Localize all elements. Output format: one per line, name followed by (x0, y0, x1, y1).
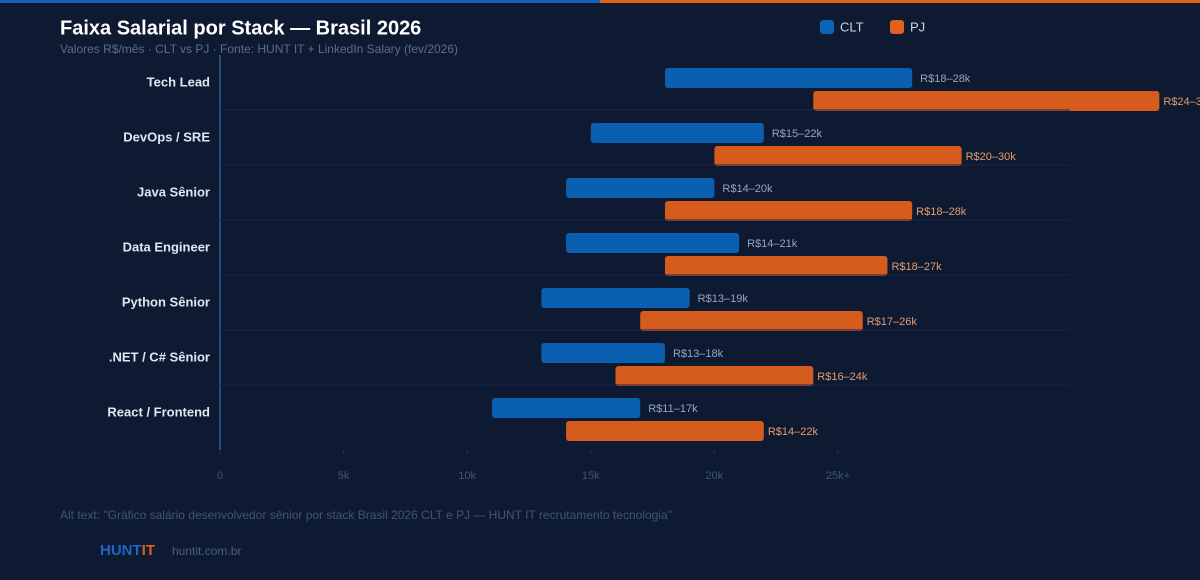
brand: HUNTIT (100, 542, 155, 559)
value-label: R$18–28k (920, 73, 971, 85)
value-label: R$18–27k (891, 261, 942, 273)
x-tick-label: 0 (217, 470, 223, 482)
value-label: R$14–22k (768, 426, 819, 438)
value-label: R$20–30k (966, 151, 1017, 163)
bar (714, 146, 962, 166)
value-label: R$11–17k (648, 403, 698, 415)
legend-label: CLT (840, 19, 864, 34)
bar (566, 421, 764, 441)
value-label: R$14–20k (722, 183, 773, 195)
bar (566, 233, 740, 253)
x-tick-label: 10k (458, 470, 476, 482)
value-label: R$16–24k (817, 371, 868, 383)
y-tick-label: Java Sênior (137, 184, 210, 199)
bar (640, 311, 863, 331)
bar (664, 256, 888, 276)
bar (491, 398, 641, 418)
value-label: R$14–21k (747, 238, 798, 250)
y-tick-label: Data Engineer (123, 239, 210, 254)
y-tick-label: Python Sênior (122, 294, 210, 309)
top-stripe (600, 0, 1200, 3)
value-label: R$13–19k (698, 293, 749, 305)
bar (664, 201, 913, 221)
bar (590, 123, 764, 143)
legend-label: PJ (910, 19, 925, 34)
y-tick-label: DevOps / SRE (123, 129, 210, 144)
brand-b: IT (142, 542, 155, 559)
brand-url: huntit.com.br (172, 544, 241, 558)
y-tick-label: React / Frontend (107, 404, 210, 419)
value-label: R$15–22k (772, 128, 823, 140)
bar (541, 343, 665, 363)
legend-swatch (820, 20, 834, 34)
y-tick-label: Tech Lead (147, 74, 210, 89)
chart-subtitle: Valores R$/mês · CLT vs PJ · Fonte: HUNT… (60, 42, 458, 56)
x-tick-label: 25k+ (826, 470, 850, 482)
legend-swatch (890, 20, 904, 34)
alt-text: Alt text: "Gráfico salário desenvolvedor… (60, 508, 672, 522)
x-tick-label: 15k (582, 470, 600, 482)
top-stripe (0, 0, 600, 3)
chart-title: Faixa Salarial por Stack — Brasil 2026 (60, 17, 421, 39)
value-label: R$24–38k (1163, 96, 1200, 108)
bar (813, 91, 1160, 111)
value-label: R$13–18k (673, 348, 724, 360)
bar (615, 366, 814, 386)
bar (566, 178, 715, 198)
bar (541, 288, 690, 308)
bar (664, 68, 913, 88)
brand-a: HUNT (100, 542, 142, 559)
x-tick-label: 5k (338, 470, 350, 482)
x-tick-label: 20k (706, 470, 724, 482)
y-tick-label: .NET / C# Sênior (109, 349, 210, 364)
value-label: R$17–26k (867, 316, 918, 328)
value-label: R$18–28k (916, 206, 967, 218)
